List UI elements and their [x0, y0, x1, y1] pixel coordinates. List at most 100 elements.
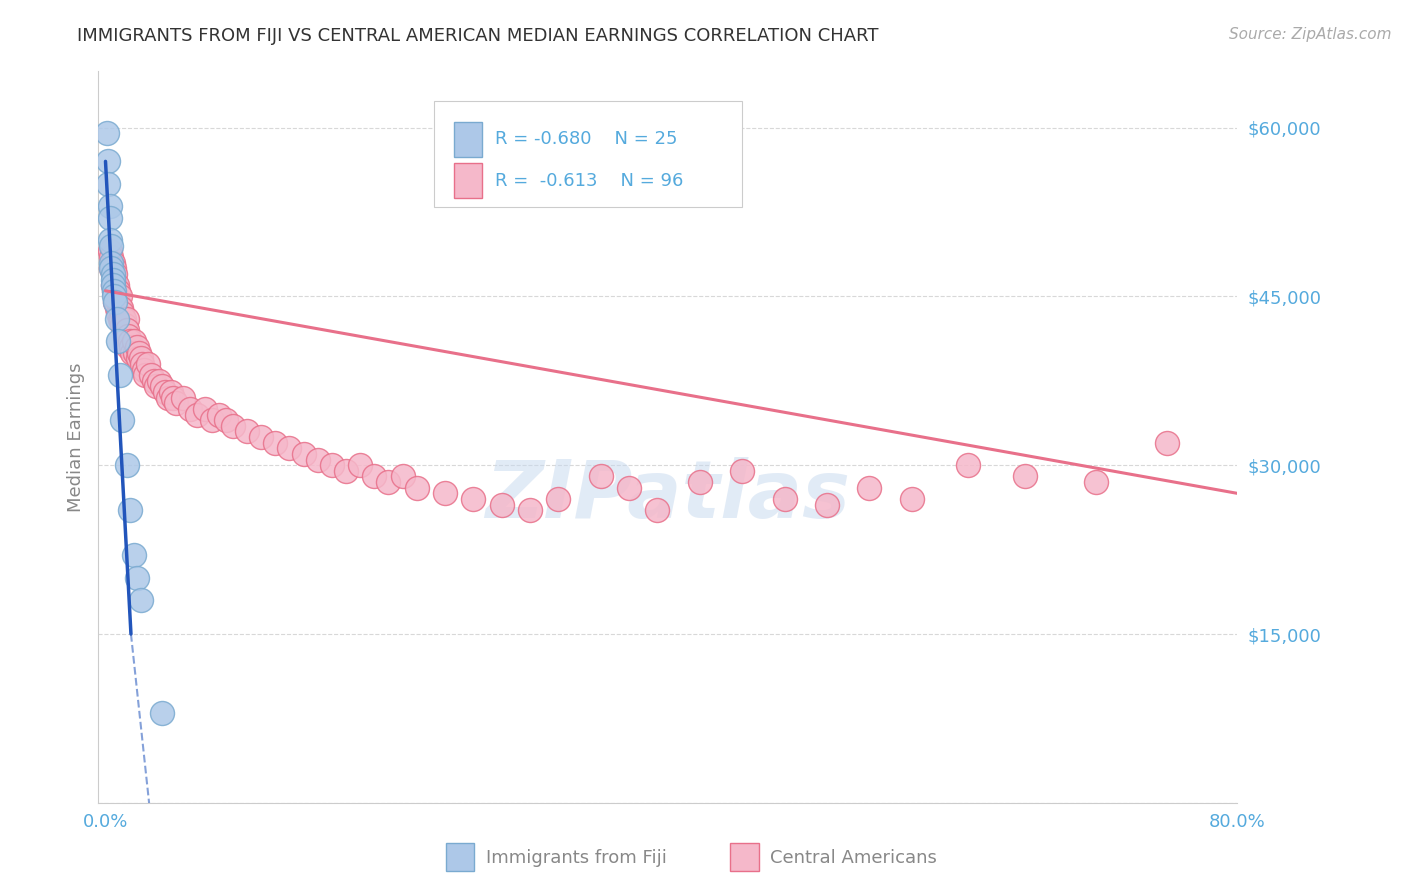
Text: Source: ZipAtlas.com: Source: ZipAtlas.com [1229, 27, 1392, 42]
Point [105, 289, 128, 303]
Point [124, 345, 146, 359]
Point [111, 306, 134, 320]
Point [215, 413, 238, 427]
Point [127, 351, 149, 366]
Point [121, 345, 143, 359]
Point [645, 503, 668, 517]
Point [97, 177, 120, 191]
Point [96, 126, 118, 140]
Point [165, 396, 187, 410]
Point [129, 593, 152, 607]
Point [112, 312, 135, 326]
Point [101, 278, 124, 293]
Point [115, 312, 138, 326]
Point [236, 425, 259, 439]
Point [100, 261, 122, 276]
Point [349, 458, 371, 473]
Point [179, 401, 201, 416]
Point [117, 340, 139, 354]
Point [101, 267, 124, 281]
Point [118, 334, 141, 349]
Point [156, 391, 179, 405]
Point [104, 267, 127, 281]
Point [150, 379, 173, 393]
Point [122, 548, 145, 562]
Point [335, 464, 357, 478]
Point [264, 435, 287, 450]
Text: IMMIGRANTS FROM FIJI VS CENTRAL AMERICAN MEDIAN EARNINGS CORRELATION CHART: IMMIGRANTS FROM FIJI VS CENTRAL AMERICAN… [77, 27, 879, 45]
Point [112, 323, 135, 337]
Text: ZIPatlas: ZIPatlas [485, 457, 851, 534]
Point [589, 469, 612, 483]
Point [103, 284, 125, 298]
Text: Immigrants from Fiji: Immigrants from Fiji [485, 848, 666, 867]
Point [136, 357, 159, 371]
Point [103, 272, 125, 286]
Point [114, 328, 136, 343]
Point [107, 284, 129, 298]
Point [101, 255, 124, 269]
Point [547, 491, 569, 506]
Point [292, 447, 315, 461]
Bar [454, 162, 482, 198]
Point [100, 250, 122, 264]
Point [103, 261, 125, 276]
Point [108, 301, 131, 315]
Point [731, 464, 754, 478]
Point [321, 458, 343, 473]
Point [162, 391, 184, 405]
Point [129, 351, 152, 366]
Point [363, 469, 385, 483]
Point [858, 481, 880, 495]
Point [122, 334, 145, 349]
FancyBboxPatch shape [434, 101, 742, 207]
Point [172, 391, 194, 405]
Point [491, 498, 513, 512]
Point [307, 452, 329, 467]
Point [120, 340, 142, 354]
Point [101, 267, 124, 281]
Point [377, 475, 399, 489]
Point [1156, 435, 1178, 450]
Point [250, 430, 273, 444]
Point [107, 295, 129, 310]
Point [131, 357, 153, 371]
Point [104, 289, 127, 303]
Point [100, 255, 122, 269]
Point [139, 368, 162, 383]
Bar [454, 122, 482, 157]
Point [108, 289, 131, 303]
Text: R = -0.680    N = 25: R = -0.680 N = 25 [495, 130, 678, 148]
Point [110, 312, 132, 326]
Point [815, 498, 838, 512]
Point [278, 442, 301, 456]
Point [103, 284, 125, 298]
Point [405, 481, 427, 495]
Point [463, 491, 485, 506]
Point [114, 318, 136, 332]
Point [104, 295, 127, 310]
Point [1084, 475, 1107, 489]
Point [132, 362, 155, 376]
Point [689, 475, 711, 489]
Point [98, 199, 121, 213]
Point [111, 318, 134, 332]
Bar [446, 843, 474, 871]
Point [103, 289, 125, 303]
Y-axis label: Median Earnings: Median Earnings [66, 362, 84, 512]
Point [145, 379, 167, 393]
Point [101, 272, 124, 286]
Point [105, 278, 128, 293]
Point [193, 401, 215, 416]
Point [148, 374, 170, 388]
Point [107, 334, 129, 349]
Point [108, 312, 131, 326]
Point [118, 503, 141, 517]
Point [200, 413, 222, 427]
Point [101, 278, 124, 293]
Point [901, 491, 924, 506]
Point [186, 408, 208, 422]
Point [108, 368, 131, 383]
Point [97, 154, 120, 169]
Point [434, 486, 457, 500]
